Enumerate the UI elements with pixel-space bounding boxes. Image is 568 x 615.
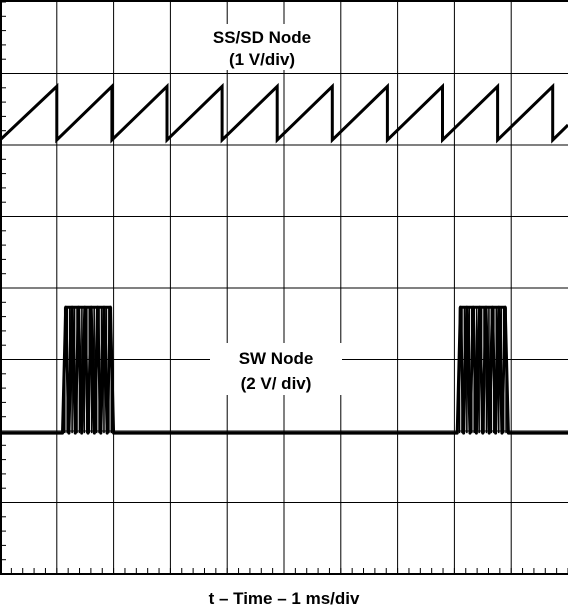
ss-sd-sawtooth-trace bbox=[0, 82, 568, 144]
ss-sd-label-backdrop bbox=[188, 24, 336, 70]
ss-sd-scale-label: (1 V/div) bbox=[229, 50, 295, 69]
x-axis-title: t – Time – 1 ms/div bbox=[208, 589, 360, 608]
plot-frame bbox=[0, 0, 568, 575]
sw-label-backdrop bbox=[210, 343, 342, 395]
traces bbox=[0, 82, 568, 435]
graticule bbox=[0, 0, 568, 574]
sw-node-trace bbox=[0, 305, 568, 435]
ss-sd-series-name: SS/SD Node bbox=[213, 28, 311, 47]
oscilloscope-plot: SS/SD Node (1 V/div) SW Node (2 V/ div) bbox=[0, 0, 568, 575]
sw-scale-label: (2 V/ div) bbox=[241, 374, 312, 393]
sw-series-name: SW Node bbox=[239, 349, 314, 368]
